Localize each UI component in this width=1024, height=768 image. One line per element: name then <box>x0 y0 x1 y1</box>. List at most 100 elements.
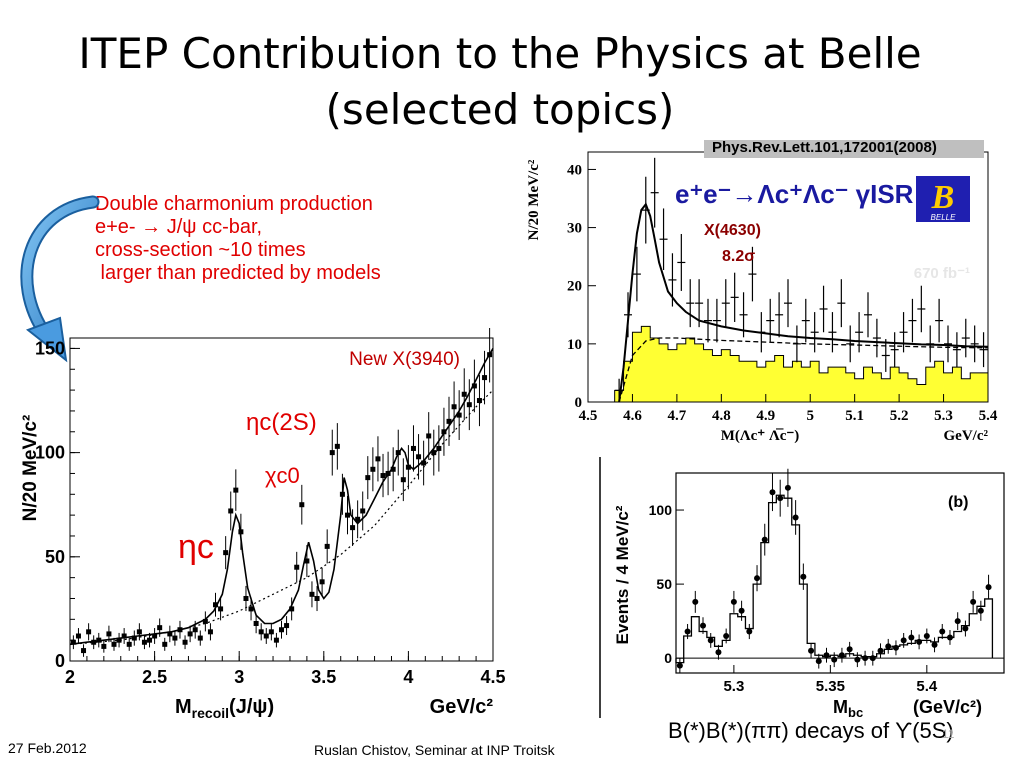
y-tick-label: 50 <box>656 576 672 592</box>
data-point <box>238 529 244 535</box>
data-point <box>126 641 132 647</box>
x-tick-label: 4.9 <box>756 408 775 424</box>
data-point <box>202 618 208 624</box>
y-tick-label: 100 <box>649 502 673 518</box>
data-point <box>157 625 163 631</box>
data-point <box>854 656 861 663</box>
plot-frame <box>675 472 1005 674</box>
data-point <box>233 487 239 493</box>
y-tick-label: 150 <box>35 338 65 358</box>
data-point <box>329 450 335 456</box>
data-point <box>152 633 158 639</box>
x-axis-label: Mrecoil(J/ψ) <box>175 696 274 721</box>
data-point <box>954 618 961 625</box>
data-point <box>136 629 142 635</box>
y-axis-label: N/20 MeV/c² <box>20 415 41 522</box>
x-axis-unit: GeV/c² <box>944 428 989 444</box>
panel-label: (b) <box>948 494 968 511</box>
reference-text: Phys.Rev.Lett.101,172001(2008) <box>712 140 937 156</box>
x-tick-label: 5.3 <box>934 408 953 424</box>
data-point <box>243 595 249 601</box>
data-point <box>456 412 462 418</box>
data-point <box>908 634 915 641</box>
x-tick-label: 5.2 <box>890 408 909 424</box>
data-point <box>167 631 173 637</box>
note-line-1: Double charmonium production <box>95 193 373 215</box>
signal-label: X(4630) <box>704 222 761 239</box>
x-tick-label: 5 <box>806 408 814 424</box>
decay-caption: B(*)B(*)(ππ) decays of ϒ(5S) <box>668 718 954 743</box>
data-point <box>471 383 477 389</box>
title-line-1: ITEP Contribution to the Physics at Bell… <box>78 29 922 78</box>
data-point <box>294 564 300 570</box>
data-point <box>197 635 203 641</box>
x-tick-label: 2.5 <box>142 667 167 687</box>
data-point <box>792 514 799 521</box>
slide-title: ITEP Contribution to the Physics at Bell… <box>0 26 1000 138</box>
note-line-4: larger than predicted by models <box>95 262 381 284</box>
data-point <box>715 649 722 656</box>
data-point <box>808 647 815 654</box>
data-point <box>916 638 923 645</box>
y-tick-label: 10 <box>567 337 582 353</box>
y-axis-label: Events / 4 MeV/c² <box>613 505 632 644</box>
x-tick-label: 2 <box>65 667 75 687</box>
y-tick-label: 0 <box>55 651 65 671</box>
data-point <box>754 575 761 582</box>
data-point <box>395 450 401 456</box>
x-tick-label: 4.7 <box>668 408 687 424</box>
data-point <box>162 641 168 647</box>
x-tick-label: 4.6 <box>623 408 642 424</box>
data-point <box>111 641 117 647</box>
x-tick-label: 3.5 <box>311 667 336 687</box>
data-point <box>147 637 153 643</box>
data-point <box>400 477 406 483</box>
double-charmonium-note: Double charmonium production e+e- → J/ψ … <box>95 193 381 285</box>
x-tick-label: 3 <box>234 667 244 687</box>
data-point <box>723 632 730 639</box>
x-tick-label: 5.35 <box>816 678 845 695</box>
data-point <box>370 466 376 472</box>
x-axis-label: M(Λc⁺ Λ̅c⁻) <box>721 428 800 444</box>
annotation-etac2s: ηc(2S) <box>246 409 317 436</box>
data-point <box>877 647 884 654</box>
data-point <box>405 464 411 470</box>
x-tick-label: 5.1 <box>845 408 864 424</box>
annotation-etac: ηc <box>178 528 214 566</box>
data-point <box>375 456 381 462</box>
data-point <box>692 598 699 605</box>
data-point <box>365 475 371 481</box>
data-point <box>846 646 853 653</box>
data-point <box>248 606 254 612</box>
data-point <box>223 550 229 556</box>
data-point <box>218 606 224 612</box>
data-point <box>187 631 193 637</box>
annotation-x3940: New X(3940) <box>349 349 460 370</box>
data-point <box>923 632 930 639</box>
fit-curve <box>69 347 494 646</box>
data-point <box>284 623 290 629</box>
luminosity-label: 670 fb⁻¹ <box>914 265 970 282</box>
data-point <box>91 639 97 645</box>
reaction-label: e⁺e⁻→Λc⁺Λc⁻ γISR <box>675 179 914 209</box>
data-point <box>777 495 784 502</box>
x-axis-unit: GeV/c² <box>430 696 494 718</box>
data-point <box>334 443 340 449</box>
data-point <box>304 558 310 564</box>
data-point <box>309 591 315 597</box>
data-point <box>101 643 107 649</box>
data-point <box>121 633 127 639</box>
data-point <box>985 584 992 591</box>
x-tick-label: 4 <box>403 667 413 687</box>
data-point <box>263 633 269 639</box>
data-point <box>299 502 305 508</box>
data-point <box>738 607 745 614</box>
data-point <box>380 473 386 479</box>
x-axis-label: Mbc <box>833 697 863 720</box>
data-point <box>769 489 776 496</box>
data-point <box>350 525 356 531</box>
mc-histogram <box>675 494 994 664</box>
data-point <box>344 512 350 518</box>
data-point <box>900 637 907 644</box>
data-point <box>416 454 422 460</box>
